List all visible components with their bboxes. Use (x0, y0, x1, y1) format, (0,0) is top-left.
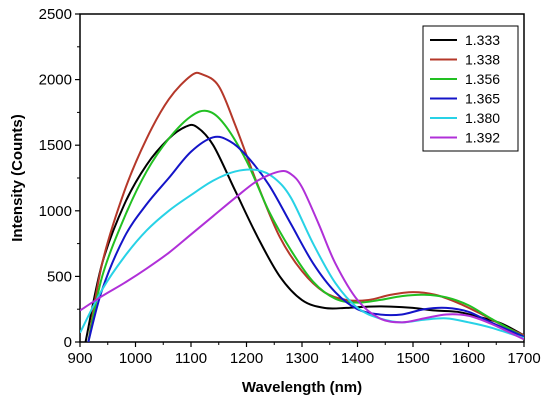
legend-box (422, 25, 519, 152)
series-line-1-356 (87, 109, 524, 342)
x-axis-title: Wavelength (nm) (242, 379, 362, 396)
legend-label: 1.338 (465, 52, 500, 68)
x-tick-label: 1500 (396, 350, 429, 367)
y-tick-label: 2500 (39, 6, 72, 23)
series-line-1-333 (84, 123, 524, 342)
series-line-1-365 (87, 135, 524, 342)
y-tick-label: 2000 (39, 72, 72, 89)
x-tick-label: 1100 (175, 350, 207, 367)
legend-label: 1.356 (465, 71, 500, 87)
legend-label: 1.380 (465, 110, 500, 126)
x-tick-label: 1700 (507, 350, 540, 367)
legend: 1.333 1.338 1.356 1.365 1.380 1.392 (422, 25, 519, 152)
x-tick-label: 1300 (285, 350, 318, 367)
legend-label: 1.365 (465, 91, 500, 107)
y-tick-label: 500 (47, 268, 72, 285)
x-tick-label: 1000 (119, 350, 152, 367)
legend-label: 1.333 (465, 32, 500, 48)
y-axis-title: Intensity (Counts) (9, 114, 26, 242)
legend-label: 1.392 (465, 130, 500, 146)
series-line-1-392 (80, 170, 524, 341)
y-tick-label: 1500 (39, 137, 72, 154)
x-tick-label: 1600 (452, 350, 485, 367)
y-axis-ticks: 0 500 1000 1500 2000 2500 (39, 6, 80, 351)
y-tick-label: 1000 (39, 203, 72, 220)
x-tick-label: 1400 (341, 350, 374, 367)
x-tick-label: 1200 (230, 350, 263, 367)
series-line-1-380 (80, 168, 524, 340)
y-tick-label: 0 (64, 334, 72, 351)
series-lines (80, 71, 524, 342)
x-tick-label: 900 (67, 350, 92, 367)
x-axis-ticks: 900 1000 1100 1200 1300 1400 1500 1600 1700 (67, 342, 541, 367)
